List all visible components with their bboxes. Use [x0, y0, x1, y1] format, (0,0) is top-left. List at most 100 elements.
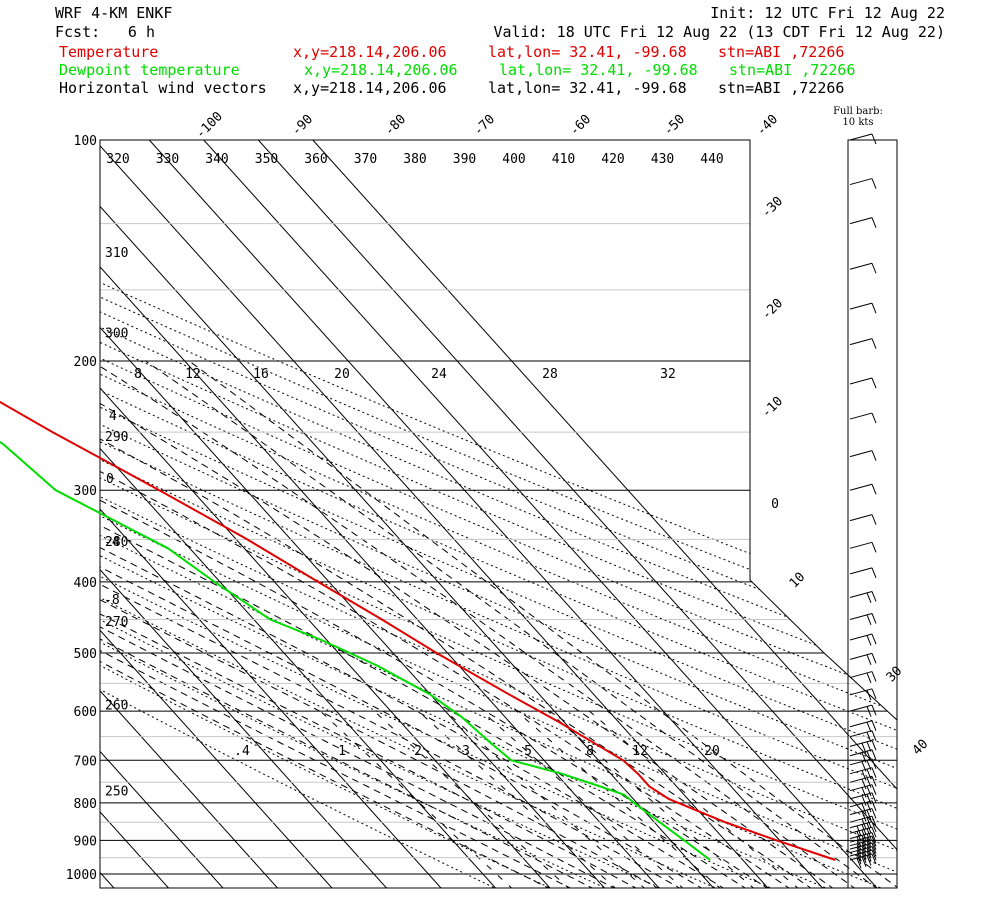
dry-adiabat: [100, 140, 897, 888]
isotherm: [203, 140, 879, 888]
moist-adiabat: [100, 376, 683, 888]
theta-label: 320: [106, 152, 129, 167]
clipped-lines: [0, 140, 897, 890]
dry-adiabat: [100, 140, 897, 888]
wind-barb: [849, 839, 877, 855]
theta-label: 260: [105, 699, 128, 714]
isotherm-label: -10: [759, 394, 786, 421]
moist-adiabat-label: 12: [185, 367, 201, 382]
dry-adiabat: [100, 140, 665, 888]
wind-barb: [849, 808, 877, 822]
wind-barb: [849, 612, 877, 626]
theta-label: 270: [105, 615, 128, 630]
mixing-ratio-label: 3: [462, 744, 470, 759]
theta-label: 370: [354, 152, 377, 167]
fcst-value: 6 h: [128, 23, 155, 41]
mixing-ratio-label: 12: [632, 744, 648, 759]
wind-barb: [849, 775, 877, 790]
mixing-ratio-label: 5: [524, 744, 532, 759]
theta-label: 330: [156, 152, 179, 167]
isotherm: [257, 140, 897, 888]
header-block: WRF 4-KM ENKF Init: 12 UTC Fri 12 Aug 22…: [55, 4, 945, 128]
left-isotherm-label: -4: [104, 535, 120, 550]
theta-label: 420: [601, 152, 624, 167]
left-isotherm-label: 0: [106, 472, 114, 487]
dry-adiabat: [100, 140, 897, 888]
isotherm-label: -60: [567, 112, 594, 139]
moist-adiabat-label: 16: [253, 367, 269, 382]
wind-barb: [849, 377, 877, 389]
isotherm: [100, 140, 716, 888]
model-title: WRF 4-KM ENKF: [55, 4, 172, 22]
wind-barb: [849, 758, 877, 772]
theta-label: 410: [552, 152, 575, 167]
pressure-tick-label: 600: [74, 705, 97, 720]
moist-adiabat: [100, 360, 814, 888]
dry-adiabat: [100, 140, 897, 888]
mixing-ratio-line: [417, 710, 618, 888]
theta-label: 250: [105, 785, 128, 800]
wind-barb: [849, 262, 877, 274]
wind-barb: [849, 784, 877, 798]
legend-wind-latlon: lat,lon= 32.41, -99.68: [488, 79, 687, 97]
sounding-profiles: [0, 400, 836, 861]
isotherm-label: 40: [910, 737, 932, 759]
isotherm: [100, 140, 334, 888]
isotherm-label: -50: [661, 112, 688, 139]
theta-label: 390: [453, 152, 476, 167]
fcst-label: Fcst:: [55, 23, 100, 41]
isotherm: [100, 140, 116, 888]
barb-column-border: [847, 139, 898, 889]
mixing-ratio-line: [481, 710, 685, 888]
isotherm: [148, 140, 825, 888]
mixing-ratio-label: 8: [586, 744, 594, 759]
moist-adiabat: [100, 360, 770, 888]
barb-note-line2: 10 kts: [842, 117, 873, 128]
dry-adiabat: [100, 140, 897, 888]
moist-adiabat-label: 32: [660, 367, 676, 382]
legend-temperature-latlon: lat,lon= 32.41, -99.68: [488, 43, 687, 61]
mixing-ratio-label: 2: [414, 744, 422, 759]
wind-barb: [849, 590, 877, 604]
isotherm: [100, 140, 389, 888]
dry-adiabat: [100, 140, 897, 888]
moist-adiabat: [100, 520, 552, 888]
pressure-tick-label: 1000: [66, 868, 97, 883]
moist-adiabat: [145, 360, 879, 888]
legend-wind-label: Horizontal wind vectors: [59, 79, 267, 97]
wind-barb: [849, 483, 877, 495]
moist-adiabat: [100, 360, 705, 888]
wind-barb: [849, 133, 877, 145]
left-isotherm-label: 4: [109, 409, 117, 424]
isotherm: [100, 140, 443, 888]
wind-barbs: [849, 133, 877, 869]
wind-barb: [849, 730, 877, 743]
wind-barb: [849, 541, 877, 553]
legend-wind-coords: x,y=218.14,206.06: [293, 79, 447, 97]
theta-label: 310: [105, 246, 128, 261]
moist-adiabat: [100, 360, 748, 888]
wind-barb: [849, 633, 877, 646]
theta-label: 340: [205, 152, 228, 167]
wind-barb: [849, 567, 877, 579]
moist-adiabat: [100, 360, 727, 888]
wind-barb: [849, 652, 877, 665]
isotherm: [100, 140, 171, 888]
dry-adiabat: [100, 140, 897, 888]
moist-adiabat: [100, 456, 618, 888]
isotherm-label: 0: [771, 497, 779, 512]
moist-adiabat: [100, 360, 836, 888]
theta-label: 400: [502, 152, 525, 167]
theta-label: 280: [105, 535, 128, 550]
legend-wind-station: stn=ABI ,72266: [718, 79, 844, 97]
dry-adiabat: [100, 140, 897, 888]
legend-dewpoint-latlon: lat,lon= 32.41, -99.68: [499, 61, 698, 79]
legend-dewpoint-station: stn=ABI ,72266: [729, 61, 855, 79]
isotherm: [0, 140, 61, 890]
mixing-ratio-line: [445, 710, 647, 888]
isotherm-label: -80: [382, 112, 409, 139]
theta-label: 440: [700, 152, 723, 167]
wind-barb: [849, 671, 877, 684]
wind-barb: [849, 450, 877, 461]
